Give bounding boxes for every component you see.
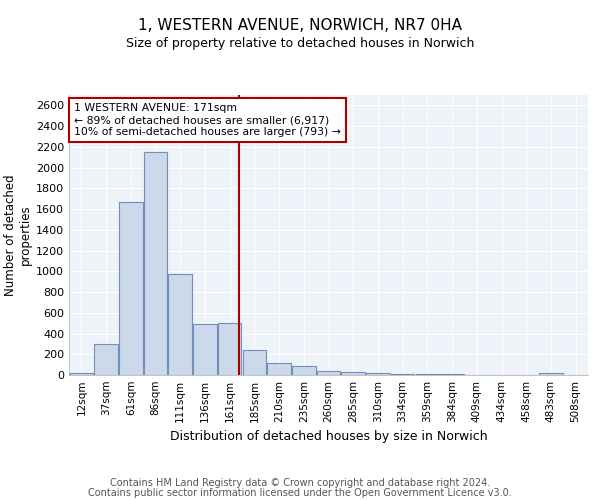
- Bar: [292, 366, 316, 375]
- Text: Size of property relative to detached houses in Norwich: Size of property relative to detached ho…: [126, 38, 474, 51]
- Bar: [94, 344, 118, 375]
- Bar: [218, 323, 241, 375]
- Y-axis label: Number of detached
properties: Number of detached properties: [4, 174, 32, 296]
- Text: Contains HM Land Registry data © Crown copyright and database right 2024.: Contains HM Land Registry data © Crown c…: [110, 478, 490, 488]
- Bar: [70, 373, 93, 375]
- Bar: [169, 274, 192, 375]
- Text: Contains public sector information licensed under the Open Government Licence v3: Contains public sector information licen…: [88, 488, 512, 498]
- Text: 1, WESTERN AVENUE, NORWICH, NR7 0HA: 1, WESTERN AVENUE, NORWICH, NR7 0HA: [138, 18, 462, 32]
- Bar: [193, 324, 217, 375]
- Bar: [391, 374, 415, 375]
- Bar: [416, 374, 439, 375]
- Bar: [317, 372, 340, 375]
- Bar: [119, 202, 143, 375]
- Bar: [268, 362, 291, 375]
- Bar: [539, 373, 563, 375]
- Bar: [242, 350, 266, 375]
- Bar: [341, 372, 365, 375]
- Bar: [144, 152, 167, 375]
- Text: 1 WESTERN AVENUE: 171sqm
← 89% of detached houses are smaller (6,917)
10% of sem: 1 WESTERN AVENUE: 171sqm ← 89% of detach…: [74, 104, 341, 136]
- X-axis label: Distribution of detached houses by size in Norwich: Distribution of detached houses by size …: [170, 430, 487, 444]
- Bar: [440, 374, 464, 375]
- Bar: [366, 374, 389, 375]
